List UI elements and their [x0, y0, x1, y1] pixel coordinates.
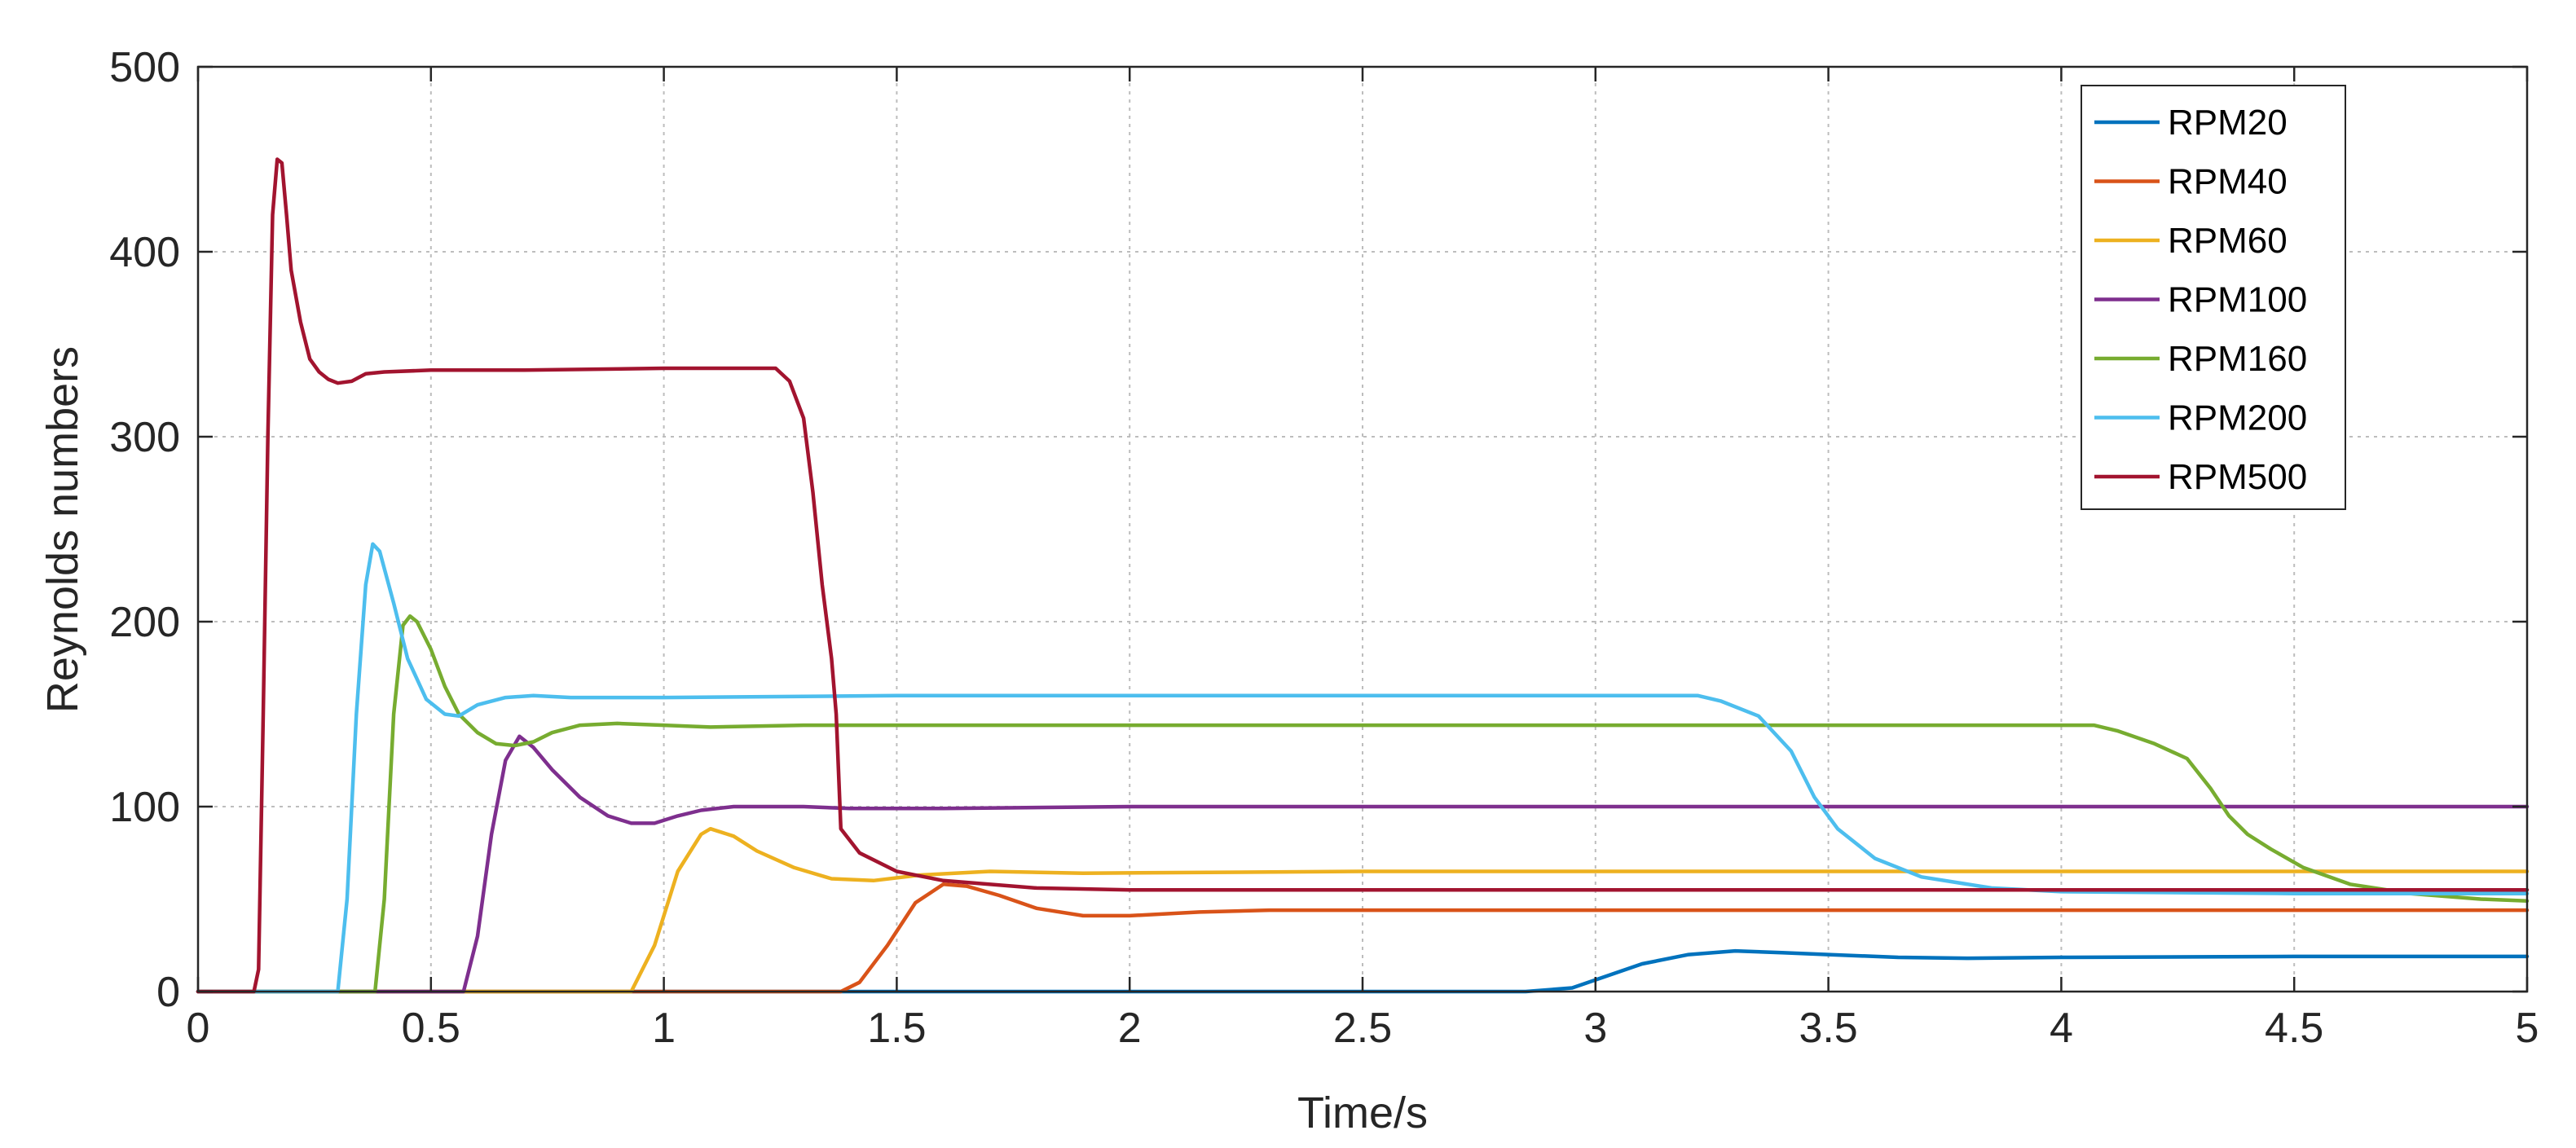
- series-line-rpm500: [196, 157, 2530, 994]
- x-tick-label: 3.5: [1799, 1005, 1857, 1052]
- legend: RPM20 RPM40 RPM60 RPM100 RPM160 RPM200 RPM500: [2081, 85, 2346, 510]
- legend-label-rpm160: RPM160: [2168, 339, 2307, 379]
- legend-label-rpm500: RPM500: [2168, 457, 2307, 497]
- series-line-rpm100: [196, 734, 2530, 994]
- series-line-rpm200: [196, 542, 2530, 994]
- legend-label-rpm20: RPM20: [2168, 103, 2288, 143]
- x-axis-title: Time/s: [1297, 1089, 1428, 1137]
- axis-ticks: [196, 65, 2529, 993]
- y-tick-labels: 0 100 200 300 400 500: [109, 44, 180, 1016]
- x-tick-label: 0: [187, 1005, 210, 1052]
- x-tick-label: 3: [1583, 1005, 1607, 1052]
- x-tick-label: 5: [2516, 1005, 2539, 1052]
- x-tick-label: 0.5: [402, 1005, 460, 1052]
- y-tick-label: 200: [109, 599, 180, 646]
- legend-box: [2081, 85, 2346, 510]
- x-tick-labels: 0 0.5 1 1.5 2 2.5 3 3.5 4 4.5 5: [187, 1005, 2539, 1052]
- y-axis-title: Reynolds numbers: [38, 346, 87, 713]
- x-tick-label: 4.5: [2265, 1005, 2323, 1052]
- series-line-rpm20: [196, 948, 2530, 994]
- series-line-rpm60: [196, 826, 2530, 994]
- legend-label-rpm40: RPM40: [2168, 162, 2288, 202]
- x-tick-label: 1.5: [867, 1005, 926, 1052]
- x-tick-label: 2.5: [1333, 1005, 1392, 1052]
- legend-label-rpm200: RPM200: [2168, 398, 2307, 438]
- series-lines: [196, 157, 2530, 994]
- legend-label-rpm100: RPM100: [2168, 280, 2307, 320]
- legend-label-rpm60: RPM60: [2168, 221, 2288, 261]
- x-tick-label: 4: [2050, 1005, 2073, 1052]
- series-line-rpm160: [196, 614, 2530, 994]
- y-tick-label: 400: [109, 229, 180, 276]
- y-tick-label: 0: [156, 969, 180, 1016]
- y-tick-label: 100: [109, 784, 180, 831]
- x-tick-label: 2: [1118, 1005, 1142, 1052]
- y-tick-label: 300: [109, 414, 180, 461]
- series-line-rpm40: [196, 882, 2530, 994]
- y-tick-label: 500: [109, 44, 180, 91]
- x-tick-label: 1: [652, 1005, 676, 1052]
